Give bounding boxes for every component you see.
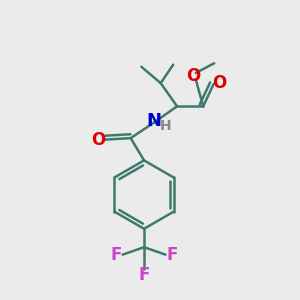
Text: F: F bbox=[166, 246, 178, 264]
Text: O: O bbox=[186, 67, 200, 85]
Text: O: O bbox=[91, 130, 105, 148]
Text: F: F bbox=[138, 266, 150, 284]
Text: H: H bbox=[159, 119, 171, 133]
Text: N: N bbox=[146, 112, 161, 130]
Text: F: F bbox=[110, 246, 122, 264]
Text: O: O bbox=[212, 74, 226, 92]
